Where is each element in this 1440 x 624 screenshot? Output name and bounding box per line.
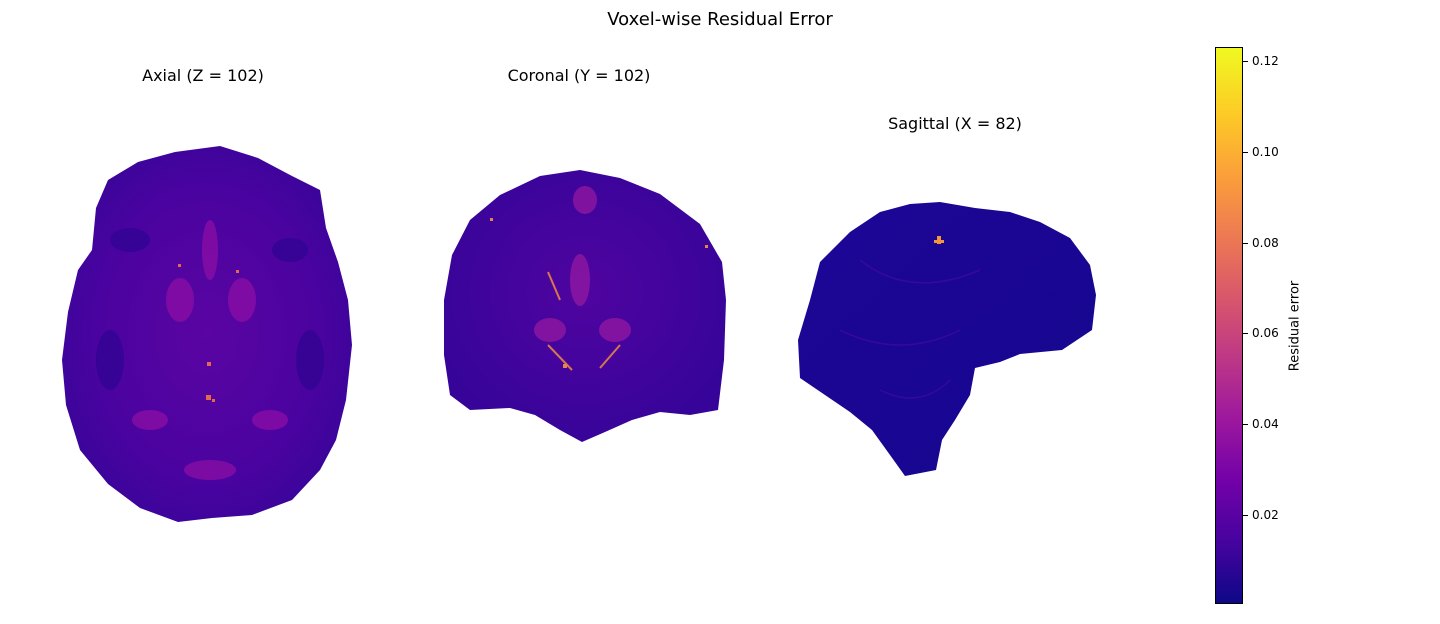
colorbar-tick	[1243, 424, 1248, 425]
colorbar-tick	[1243, 333, 1248, 334]
colorbar-tick-label: 0.06	[1252, 326, 1279, 340]
colorbar-label: Residual error	[1288, 281, 1303, 372]
colorbar-tick-label: 0.12	[1252, 54, 1279, 68]
coronal-slice	[444, 170, 726, 442]
colorbar-tick-label: 0.02	[1252, 508, 1279, 522]
colorbar-tick	[1243, 152, 1248, 153]
colorbar-tick-label: 0.04	[1252, 417, 1279, 431]
colorbar-tick-label: 0.08	[1252, 236, 1279, 250]
colorbar	[1215, 47, 1243, 604]
axial-slice	[62, 146, 352, 522]
colorbar-tick	[1243, 61, 1248, 62]
colorbar-tick-label: 0.10	[1252, 145, 1279, 159]
sagittal-brain-mask	[798, 202, 1096, 476]
colorbar-tick	[1243, 243, 1248, 244]
colorbar-tick	[1243, 515, 1248, 516]
sagittal-slice	[798, 202, 1096, 476]
